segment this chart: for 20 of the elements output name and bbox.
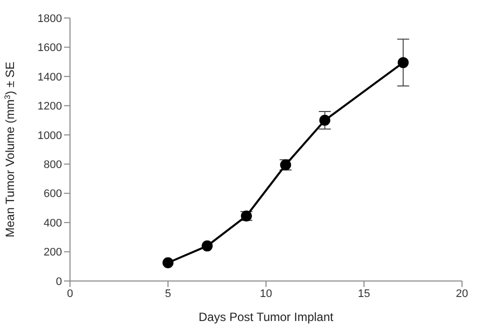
point bbox=[202, 240, 213, 252]
y-tick-label: 1400 bbox=[38, 71, 62, 84]
y-tick-label: 600 bbox=[44, 188, 62, 200]
y-tick-label: 1000 bbox=[38, 130, 62, 142]
x-tick-label: 15 bbox=[358, 288, 370, 300]
y-tick-label: 1600 bbox=[38, 42, 62, 54]
y-tick-label: 800 bbox=[44, 159, 62, 172]
y-tick-label: 200 bbox=[44, 246, 62, 259]
point bbox=[319, 114, 330, 126]
y-tick-label: 1200 bbox=[38, 100, 62, 113]
x-tick-label: 10 bbox=[260, 288, 272, 300]
y-tick-label: 400 bbox=[44, 217, 62, 230]
point bbox=[398, 57, 409, 68]
y-tick-label: 1800 bbox=[38, 12, 62, 25]
x-tick-label: 20 bbox=[456, 288, 468, 300]
x-axis-title: Days Post Tumor Implant bbox=[198, 310, 334, 324]
y-tick-label: 0 bbox=[56, 276, 62, 288]
x-tick-label: 5 bbox=[164, 288, 172, 300]
x-tick-label: 0 bbox=[66, 288, 74, 300]
point bbox=[162, 257, 174, 268]
